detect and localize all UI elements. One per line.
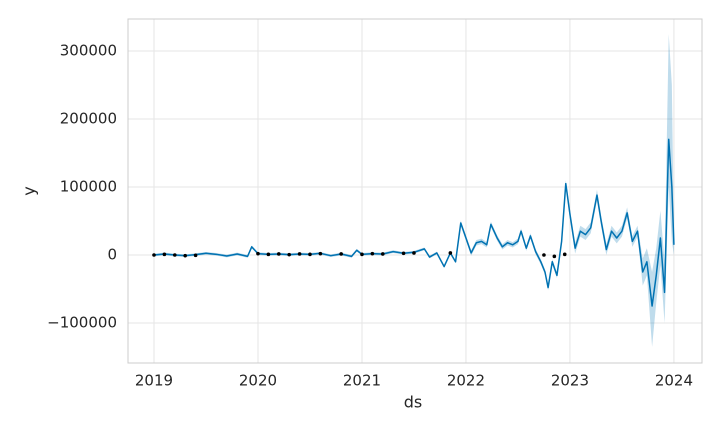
y-tick-label: 300000	[60, 41, 117, 59]
observed-point	[380, 252, 385, 256]
y-tick-label: 100000	[60, 177, 117, 195]
observed-point	[276, 252, 281, 256]
observed-point	[152, 253, 156, 257]
x-tick-label: 2024	[655, 372, 693, 390]
x-tick-label: 2022	[447, 372, 485, 390]
plot-frame	[127, 18, 703, 364]
x-tick-label: 2021	[343, 372, 381, 390]
observed-point	[308, 252, 312, 257]
y-axis-label: y	[20, 186, 39, 195]
observed-point	[360, 252, 364, 257]
y-tick-label: −100000	[47, 314, 117, 332]
observed-point	[401, 251, 406, 256]
x-axis-label: ds	[404, 393, 423, 412]
x-tick-label: 2019	[135, 372, 173, 390]
observed-point	[193, 253, 198, 258]
observed-point	[370, 251, 375, 256]
x-tick-label: 2020	[239, 372, 277, 390]
observed-point	[172, 253, 177, 257]
observed-point	[542, 253, 546, 257]
y-tick-label: 200000	[60, 109, 117, 127]
y-tick-label: 0	[107, 245, 117, 263]
observed-point	[297, 252, 302, 256]
observed-point	[266, 252, 271, 257]
observed-point	[183, 253, 187, 258]
observed-point	[448, 251, 453, 255]
observed-point	[318, 251, 323, 256]
observed-point	[339, 252, 343, 256]
observed-point	[287, 252, 291, 257]
observed-point	[162, 252, 167, 257]
observed-point	[552, 254, 557, 259]
marks	[152, 33, 675, 347]
observed-point	[256, 251, 260, 256]
observed-point	[562, 252, 567, 257]
observed-point	[412, 251, 416, 255]
x-tick-label: 2023	[551, 372, 589, 390]
